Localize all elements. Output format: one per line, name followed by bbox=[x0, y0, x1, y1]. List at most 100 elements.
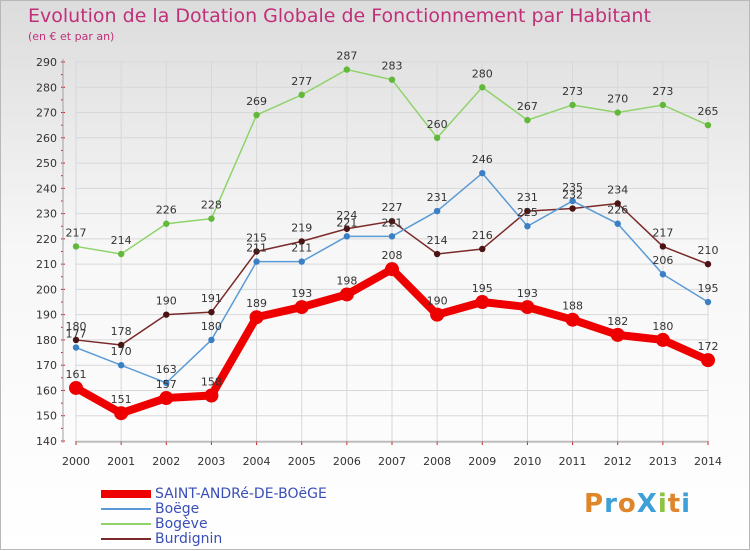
data-label: 267 bbox=[517, 100, 538, 113]
data-label: 228 bbox=[201, 199, 222, 212]
proxiti-logo: ProXiti bbox=[584, 489, 691, 519]
data-label: 221 bbox=[336, 216, 357, 229]
data-label: 190 bbox=[156, 295, 177, 308]
data-label: 265 bbox=[698, 105, 719, 118]
data-point bbox=[114, 406, 129, 421]
data-point bbox=[163, 311, 170, 318]
data-label: 177 bbox=[66, 328, 87, 341]
x-tick-labels: 2000 2001 2002 2003 2004 2005 2006 2007 2008 2009… bbox=[62, 455, 722, 468]
data-label: 225 bbox=[517, 206, 538, 219]
data-label: 269 bbox=[246, 95, 267, 108]
y-tick-label: 200 bbox=[36, 283, 57, 296]
data-label: 190 bbox=[427, 295, 448, 308]
data-label: 277 bbox=[291, 75, 312, 88]
data-label: 280 bbox=[472, 67, 493, 80]
data-point bbox=[659, 243, 667, 250]
x-tick-label: 2001 bbox=[107, 455, 135, 468]
legend-label: Burdignin bbox=[155, 531, 223, 547]
x-tick-label: 2008 bbox=[423, 455, 451, 468]
data-label: 178 bbox=[111, 325, 132, 338]
data-label: 211 bbox=[246, 242, 267, 255]
legend-swatch bbox=[101, 538, 151, 540]
data-label: 273 bbox=[652, 85, 673, 98]
data-point bbox=[294, 300, 309, 315]
data-point bbox=[520, 300, 535, 315]
data-point bbox=[433, 134, 441, 141]
data-label: 170 bbox=[111, 345, 132, 358]
data-point bbox=[524, 223, 531, 230]
data-point bbox=[388, 217, 396, 225]
data-point bbox=[479, 245, 486, 253]
y-tick-label: 210 bbox=[36, 258, 57, 271]
data-point bbox=[704, 298, 712, 306]
legend-label: SAINT-ANDRé-DE-BOëGE bbox=[155, 486, 327, 502]
x-tick-label: 2007 bbox=[378, 455, 406, 468]
x-tick-label: 2013 bbox=[649, 455, 677, 468]
data-label: 151 bbox=[111, 393, 132, 406]
data-point bbox=[343, 233, 351, 240]
data-label: 191 bbox=[201, 292, 222, 305]
y-tick-label: 290 bbox=[36, 56, 57, 69]
legend-swatch bbox=[101, 490, 151, 498]
x-tick-label: 2004 bbox=[243, 455, 271, 468]
y-tick-label: 160 bbox=[36, 384, 57, 397]
logo-letter: X bbox=[636, 489, 658, 519]
x-tick-label: 2003 bbox=[197, 455, 225, 468]
y-tick-label: 140 bbox=[36, 435, 57, 448]
y-tick-label: 260 bbox=[36, 132, 57, 145]
data-point bbox=[701, 353, 715, 368]
data-point bbox=[208, 215, 215, 222]
logo-letter: r bbox=[604, 489, 618, 519]
x-tick-label: 2010 bbox=[513, 455, 541, 468]
grid-lines bbox=[75, 61, 709, 442]
data-label: 214 bbox=[111, 234, 132, 247]
data-label: 180 bbox=[201, 320, 222, 333]
x-tick-label: 2012 bbox=[604, 455, 632, 468]
data-label: 273 bbox=[562, 85, 583, 98]
data-point bbox=[204, 388, 219, 403]
data-point bbox=[388, 76, 396, 83]
x-tick-label: 2011 bbox=[559, 455, 587, 468]
data-label: 246 bbox=[472, 153, 493, 166]
legend-label: Bogève bbox=[155, 516, 208, 532]
data-point bbox=[430, 307, 445, 322]
data-label: 182 bbox=[607, 315, 628, 328]
data-point bbox=[298, 258, 305, 265]
data-label: 206 bbox=[652, 254, 673, 267]
y-tick-labels: 140 150 160 170 180 190 200 210 220 230 240 250 260 2… bbox=[36, 56, 57, 448]
data-label: 193 bbox=[517, 287, 538, 300]
data-point bbox=[72, 344, 80, 351]
data-label: 287 bbox=[336, 50, 357, 63]
data-point bbox=[163, 220, 170, 227]
data-label: 216 bbox=[472, 229, 493, 242]
data-label: 214 bbox=[427, 234, 448, 247]
legend-label: Boëge bbox=[155, 501, 200, 517]
y-tick-label: 150 bbox=[36, 410, 57, 423]
data-label: 172 bbox=[698, 340, 719, 353]
data-point bbox=[253, 248, 260, 255]
legend-swatch bbox=[101, 508, 151, 510]
data-label: 217 bbox=[652, 226, 673, 239]
logo-letter: o bbox=[617, 489, 637, 519]
data-label: 188 bbox=[562, 300, 583, 313]
data-point bbox=[614, 220, 621, 227]
chart-subtitle: (en € et par an) bbox=[28, 30, 115, 43]
logo-letter: i bbox=[657, 489, 668, 519]
data-labels: 217 214 226 228 269 277 287 283 260 280 267 273 270 2… bbox=[66, 50, 719, 407]
data-label: 180 bbox=[66, 320, 87, 333]
data-label: 158 bbox=[201, 376, 222, 389]
y-tick-label: 240 bbox=[36, 182, 57, 195]
data-point bbox=[569, 205, 576, 212]
data-label: 234 bbox=[607, 183, 628, 196]
data-point bbox=[479, 84, 486, 91]
y-tick-label: 270 bbox=[36, 107, 57, 120]
x-tick-label: 2009 bbox=[468, 455, 496, 468]
data-point bbox=[433, 207, 441, 215]
data-point bbox=[163, 379, 170, 387]
data-point bbox=[117, 250, 125, 258]
data-point bbox=[614, 109, 621, 116]
data-label: 226 bbox=[156, 204, 177, 217]
data-point bbox=[343, 225, 351, 232]
data-label: 163 bbox=[156, 363, 177, 376]
